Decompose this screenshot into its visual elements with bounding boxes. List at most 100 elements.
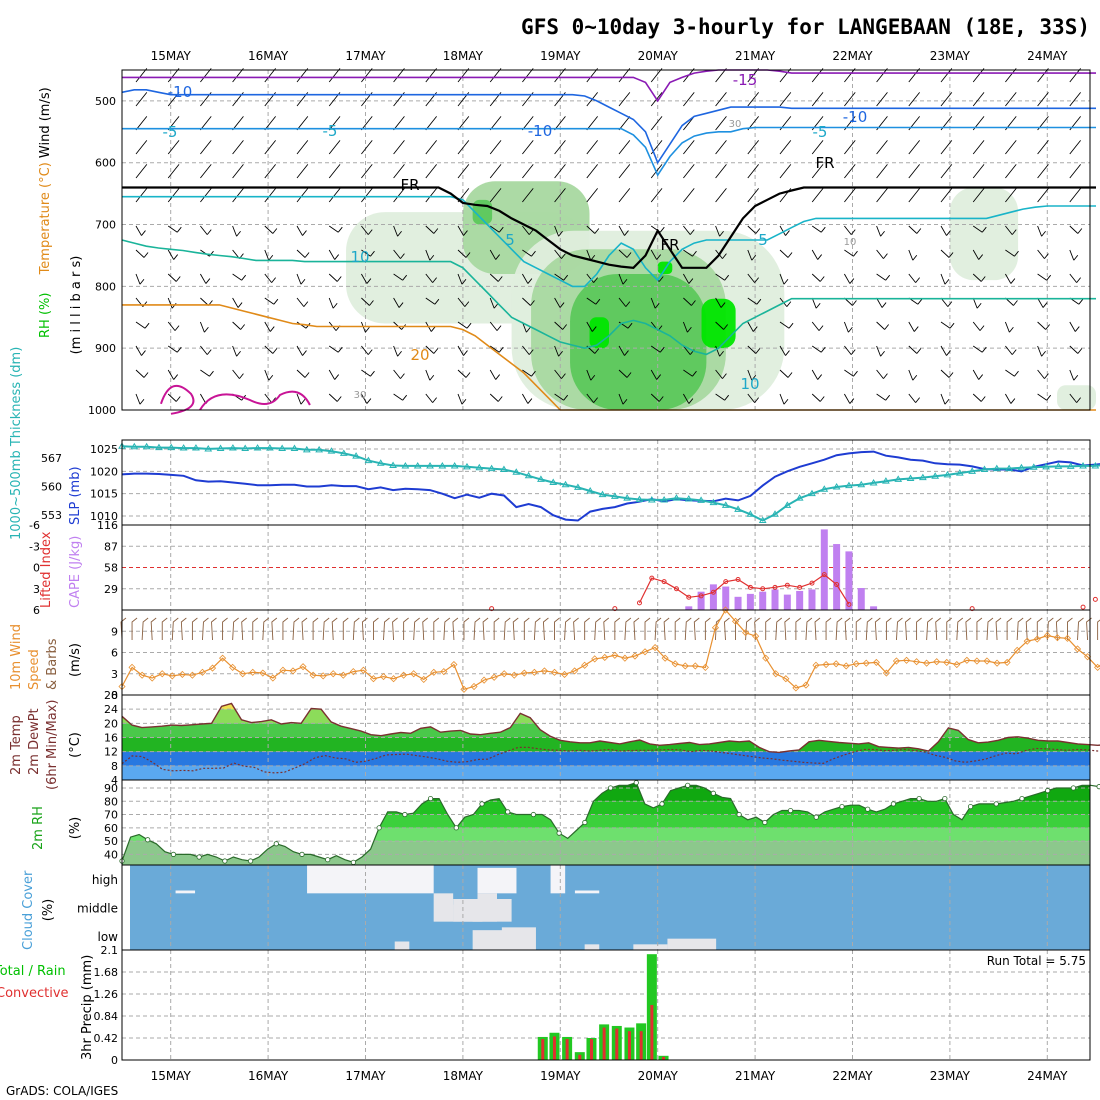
- rh2m-point: [813, 814, 819, 820]
- thickness-marker: [610, 492, 619, 499]
- thickness-label: 1000~500mb Thickness (dm): [9, 347, 24, 540]
- upper-wind-barb: [1037, 273, 1052, 281]
- wind-barb: [383, 617, 390, 641]
- temp-tick: 8: [111, 760, 118, 773]
- wind-barb: [301, 617, 308, 641]
- slp-tick: 1015: [90, 488, 118, 501]
- upper-wind-barb: [1037, 92, 1049, 107]
- date-axis-bottom: 15MAY 16MAY 17MAY 18MAY 19MAY 20MAY 21MAY 22MAY…: [151, 1069, 1069, 1083]
- upper-wind-barb: [328, 188, 341, 203]
- cape-bar: [845, 551, 853, 610]
- li-point: [772, 584, 778, 590]
- upper-wind-barb: [876, 164, 888, 179]
- li-tick: 0: [33, 562, 40, 575]
- upper-wind-barb: [650, 369, 662, 380]
- wind-barb: [814, 617, 821, 641]
- upper-wind-barb: [747, 164, 759, 179]
- upper-wind-barb: [554, 249, 566, 259]
- upper-wind-barb: [393, 140, 405, 155]
- wind-tick: 3: [111, 668, 118, 681]
- upper-wind-barb: [972, 188, 985, 203]
- wind10m-label-line1: 10m Wind: [9, 624, 24, 690]
- cloud-clear-block: [501, 927, 536, 950]
- upper-wind-barb: [361, 188, 373, 203]
- upper-wind-barb: [135, 345, 146, 356]
- wind-barb: [503, 617, 511, 641]
- upper-wind-barb: [264, 225, 278, 234]
- upper-wind-barb: [1005, 249, 1019, 257]
- rh2m-point: [1045, 788, 1051, 794]
- upper-wind-barb: [457, 297, 470, 307]
- precip-legend-total: Total / Rain: [0, 964, 66, 979]
- precip-panel: 0 0.42 0.84 1.26 1.68 2.1 Run Total = 5.75: [94, 944, 1091, 1067]
- upper-wind-barb: [264, 321, 275, 332]
- wind-barb: [916, 617, 922, 640]
- cloud-clear-block: [667, 938, 717, 950]
- wind-barb: [493, 617, 500, 640]
- wind10-point: [892, 657, 901, 665]
- upper-wind-barb: [940, 140, 953, 155]
- upper-wind-barb: [779, 164, 792, 179]
- rh2m-point: [685, 782, 691, 788]
- wind10-point: [1013, 646, 1021, 654]
- upper-wind-barb: [811, 225, 826, 233]
- thickness-marker: [229, 444, 237, 451]
- upper-wind-barb: [328, 273, 342, 282]
- cloud-clear-block: [633, 944, 668, 950]
- date-tick-top: 24MAY: [1027, 49, 1068, 63]
- upper-wind-barb: [328, 140, 341, 155]
- cloud-ylabel: Cloud Cover (%): [21, 870, 56, 950]
- upper-wind-barb: [715, 345, 724, 357]
- upper-wind-barb: [328, 249, 340, 260]
- rh2m-point: [530, 811, 537, 818]
- contour-label: 5: [758, 231, 768, 249]
- thickness-marker: [845, 481, 853, 489]
- wind-barb: [241, 617, 247, 641]
- wind10-point: [1043, 631, 1051, 640]
- cape-bar: [870, 606, 878, 610]
- temp-ylabel: 2m Temp 2m DewPt (6hr Min/Max) (°C): [9, 700, 83, 790]
- upper-wind-barb: [135, 164, 148, 179]
- upper-wind-barb: [1005, 369, 1019, 377]
- upper-wind-barb: [393, 164, 405, 179]
- precip-convective-bar: [541, 1039, 545, 1060]
- rh-tick: 60: [104, 822, 118, 835]
- upper-wind-barb: [1069, 140, 1081, 155]
- wind10-point: [772, 670, 780, 678]
- thickness-marker: [192, 444, 200, 451]
- wind-barb: [926, 617, 933, 641]
- upper-wind-barb: [1037, 116, 1049, 131]
- wind10-point: [390, 675, 398, 683]
- wind10-point: [933, 658, 941, 666]
- upper-wind-barb: [779, 321, 794, 329]
- wind10-point: [711, 624, 719, 632]
- thickness-marker: [955, 469, 964, 476]
- wind10-point: [661, 654, 669, 662]
- wind10-point: [581, 661, 589, 669]
- wind10-point: [510, 671, 518, 679]
- wind-barb: [855, 617, 862, 640]
- upper-wind-barb: [361, 393, 372, 404]
- cape-bar: [820, 529, 828, 610]
- cloud-clear-block: [453, 899, 483, 922]
- upper-wind-barb: [1069, 116, 1081, 131]
- wind10-point: [882, 669, 890, 677]
- thickness-marker: [980, 465, 989, 473]
- thickness-marker: [623, 494, 632, 501]
- upper-wind-barb: [844, 188, 856, 203]
- upper-wind-barb: [618, 249, 632, 258]
- upper-wind-barb: [618, 164, 631, 179]
- wind10-point: [641, 648, 649, 656]
- li-point: [673, 586, 679, 592]
- slp-line: [121, 450, 1100, 522]
- wind-barb: [795, 617, 802, 640]
- thickness-marker: [684, 495, 693, 502]
- wind-barb: [1016, 617, 1024, 641]
- slp-tick: 1010: [90, 510, 118, 523]
- date-axis-top: 15MAY 16MAY 17MAY 18MAY 19MAY 20MAY 21MAY 22MAY…: [151, 49, 1069, 63]
- pressure-tick: 800: [95, 280, 116, 293]
- contour-label: 30: [354, 390, 367, 401]
- upper-wind-barb: [715, 393, 730, 401]
- upper-wind-barb: [361, 225, 373, 235]
- upper-wind-barb: [489, 164, 502, 179]
